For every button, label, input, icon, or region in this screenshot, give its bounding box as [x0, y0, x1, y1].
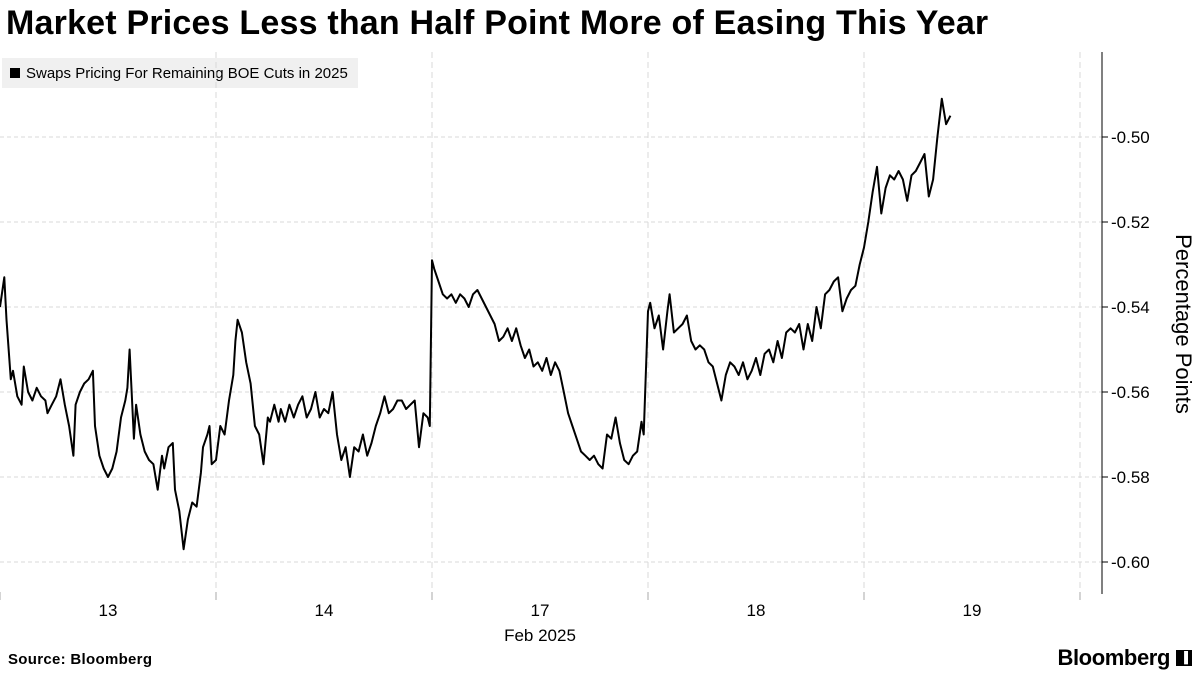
- y-tick-label: -0.52: [1111, 213, 1150, 232]
- source-note: Source: Bloomberg: [8, 651, 153, 668]
- legend-swatch: [10, 68, 20, 78]
- y-axis-title: Percentage Points: [1171, 234, 1196, 414]
- series-layer: [0, 97, 952, 551]
- x-tick-label: 13: [99, 601, 118, 620]
- brand-logo: Bloomberg ▐: [1057, 645, 1192, 671]
- brand-name: Bloomberg: [1057, 645, 1170, 670]
- y-tick-label: -0.50: [1111, 128, 1150, 147]
- y-axis: -0.50 -0.52 -0.54 -0.56 -0.58 -0.60 Percentage…: [0, 52, 1196, 600]
- x-tick-label: 14: [315, 601, 334, 620]
- x-axis-month-label: Feb 2025: [504, 626, 576, 645]
- x-tick-label: 19: [963, 601, 982, 620]
- x-tick-label: 17: [531, 601, 550, 620]
- y-tick-label: -0.56: [1111, 383, 1150, 402]
- grid-layer: [0, 52, 1102, 594]
- page-title: Market Prices Less than Half Point More …: [6, 4, 989, 42]
- x-axis: 13 14 17 18 19 Feb 2025: [99, 601, 982, 645]
- bloomberg-terminal-icon: ▐: [1176, 650, 1192, 666]
- x-tick-label: 18: [747, 601, 766, 620]
- y-tick-label: -0.54: [1111, 298, 1150, 317]
- legend-label: Swaps Pricing For Remaining BOE Cuts in …: [26, 64, 348, 82]
- chart-legend: Swaps Pricing For Remaining BOE Cuts in …: [2, 58, 358, 88]
- series-line: [0, 97, 952, 551]
- y-tick-label: -0.58: [1111, 468, 1150, 487]
- y-tick-label: -0.60: [1111, 553, 1150, 572]
